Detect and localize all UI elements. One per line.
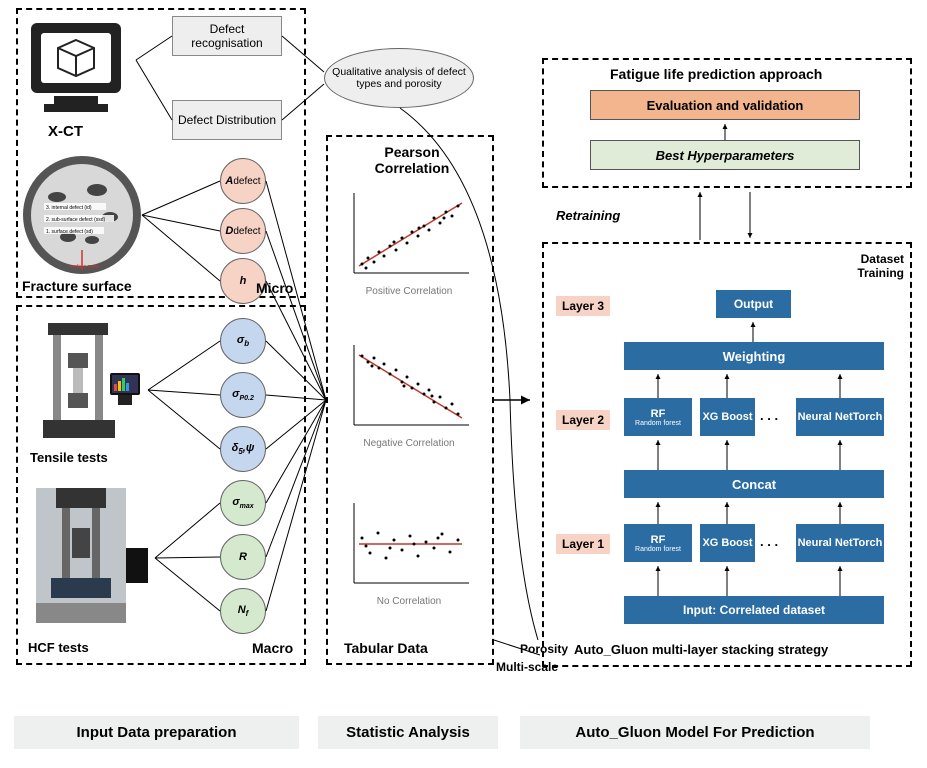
- footer-model: Auto_Gluon Model For Prediction: [520, 716, 870, 749]
- circle-ddefect: Ddefect: [220, 208, 266, 254]
- ml-output: Output: [716, 290, 791, 318]
- ml-weighting: Weighting: [624, 342, 884, 370]
- ml-rf1: RFRandom forest: [624, 524, 692, 562]
- ml-rf2: RFRandom forest: [624, 398, 692, 436]
- neg-label: Negative Correlation: [344, 438, 474, 449]
- footer-input: Input Data preparation: [14, 716, 299, 749]
- scatter-neg: [344, 340, 474, 435]
- macro-label: Macro: [252, 640, 293, 656]
- ml-input: Input: Correlated dataset: [624, 596, 884, 624]
- porosity-label: Porosity: [520, 642, 568, 656]
- hcf-label: HCF tests: [28, 640, 89, 655]
- eval-box: Evaluation and validation: [590, 90, 860, 120]
- svg-text:2. sub-surface defect (ssd): 2. sub-surface defect (ssd): [46, 217, 106, 223]
- pos-label: Positive Correlation: [344, 286, 474, 297]
- scatter-none: [344, 498, 474, 593]
- circle-r: R: [220, 534, 266, 580]
- tensile-icon: [28, 318, 148, 448]
- ml-concat: Concat: [624, 470, 884, 498]
- tensile-label: Tensile tests: [30, 450, 108, 465]
- pearson-title: Pearson Correlation: [362, 144, 462, 176]
- micro-label: Micro: [256, 280, 293, 296]
- dots1: . . .: [760, 534, 778, 549]
- ml-xg1: XG Boost: [700, 524, 755, 562]
- layer3-tag: Layer 3: [556, 296, 610, 316]
- svg-text:surface zone: surface zone: [70, 264, 99, 270]
- xct-label: X-CT: [48, 123, 83, 140]
- fracture-label: Fracture surface: [22, 278, 132, 294]
- dots2: . . .: [760, 408, 778, 423]
- scatter-pos: [344, 188, 474, 283]
- xct-icon: [26, 18, 136, 118]
- circle-sigma-max: σmax: [220, 480, 266, 526]
- none-label: No Correlation: [344, 596, 474, 607]
- dataset-training-label: Dataset Training: [848, 252, 904, 280]
- layer2-tag: Layer 2: [556, 410, 610, 430]
- svg-text:3. internal defect (id): 3. internal defect (id): [46, 205, 92, 211]
- circle-sigma-p02: σP0.2: [220, 372, 266, 418]
- circle-sigma-b: σb: [220, 318, 266, 364]
- hcf-icon: [26, 478, 156, 638]
- ml-nn2: Neural NetTorch: [796, 398, 884, 436]
- retrain-label: Retraining: [556, 208, 620, 223]
- circle-adefect: Adefect: [220, 158, 266, 204]
- multiscale-label: Multi-scale: [496, 660, 558, 674]
- svg-text:1. surface defect (sd): 1. surface defect (sd): [46, 229, 93, 235]
- hyper-box: Best Hyperparameters: [590, 140, 860, 170]
- layer1-tag: Layer 1: [556, 534, 610, 554]
- oval-qualitative: Qualitative analysis of defect types and…: [324, 48, 474, 108]
- circle-nf: Nf: [220, 588, 266, 634]
- ml-xg2: XG Boost: [700, 398, 755, 436]
- ml-title: Auto_Gluon multi-layer stacking strategy: [574, 642, 828, 657]
- footer-stat: Statistic Analysis: [318, 716, 498, 749]
- ml-nn1: Neural NetTorch: [796, 524, 884, 562]
- box-defect-recog: Defect recognisation: [172, 16, 282, 56]
- tabular-label: Tabular Data: [344, 640, 428, 656]
- circle-delta: δ5,ψ: [220, 426, 266, 472]
- box-defect-dist: Defect Distribution: [172, 100, 282, 140]
- fracture-icon: 3. internal defect (id) 2. sub-surface d…: [22, 155, 142, 275]
- pred-title: Fatigue life prediction approach: [610, 66, 822, 82]
